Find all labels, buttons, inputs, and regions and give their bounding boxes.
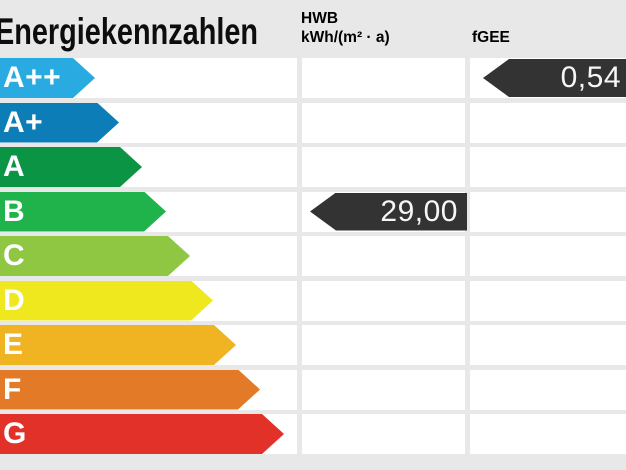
- energy-class-label: B: [3, 194, 26, 228]
- energy-class-label: A: [3, 150, 26, 183]
- hwb-value-badge: 29,00: [310, 192, 467, 231]
- energy-row-f: F: [0, 369, 626, 410]
- energy-class-label: D: [3, 283, 26, 317]
- energy-class-arrow: E: [0, 325, 236, 365]
- energy-class-label: A+: [3, 105, 44, 139]
- energy-row-e: E: [0, 325, 626, 365]
- column-header-hwb: HWB kWh/(m² · a): [301, 9, 390, 47]
- energy-class-label: F: [3, 372, 22, 406]
- hwb-value: 29,00: [380, 194, 458, 228]
- energy-class-label: C: [3, 239, 26, 272]
- energy-class-arrow: B: [0, 192, 166, 232]
- energy-row-d: D: [0, 280, 626, 321]
- energy-row-b: B: [0, 191, 626, 232]
- energy-class-arrow: D: [0, 281, 213, 321]
- energy-class-arrow: C: [0, 236, 190, 276]
- energy-class-arrow: A: [0, 147, 142, 187]
- column-divider-2: [465, 58, 470, 455]
- energy-row-a: A: [0, 147, 626, 187]
- fgee-value: 0,54: [560, 61, 621, 94]
- fgee-value-badge: 0,54: [483, 59, 626, 97]
- energy-row-g: G: [0, 414, 626, 454]
- energy-class-label: G: [3, 417, 27, 450]
- energy-class-arrow: F: [0, 370, 260, 410]
- column-header-hwb-unit: kWh/(m² · a): [301, 29, 390, 46]
- energy-class-arrow: A+: [0, 103, 119, 143]
- energy-class-arrow: G: [0, 414, 284, 454]
- energy-class-arrow: A++: [0, 58, 95, 98]
- column-header-hwb-label: HWB: [301, 10, 339, 27]
- energy-class-label: E: [3, 328, 24, 361]
- page-title: Energiekennzahlen: [0, 11, 259, 52]
- energy-class-label: A++: [3, 61, 62, 94]
- energy-scale: A++ A+ A B C D: [0, 58, 626, 455]
- energy-row-c: C: [0, 236, 626, 276]
- column-header-fgee: fGEE: [472, 29, 510, 46]
- energy-row-a-plus: A+: [0, 102, 626, 143]
- column-divider-1: [297, 58, 302, 455]
